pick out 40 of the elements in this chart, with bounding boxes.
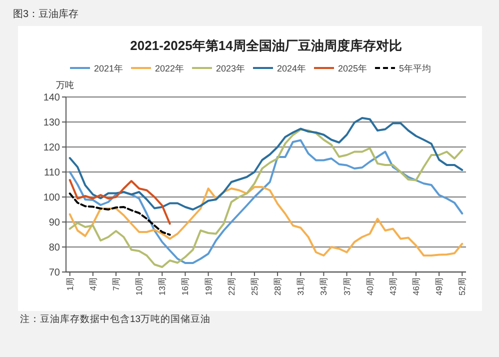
x-tick-label: 7周	[111, 277, 121, 291]
x-tick-label: 25周	[249, 277, 260, 296]
y-tick-label: 110	[44, 168, 60, 178]
x-tick-label: 37周	[342, 277, 352, 296]
x-tick-label: 49周	[434, 277, 444, 296]
x-tick-label: 31周	[296, 277, 306, 296]
y-tick-label: 120	[43, 142, 60, 154]
x-tick-label: 34周	[318, 277, 329, 296]
legend-label: 2022年	[155, 64, 184, 74]
x-tick-label: 19周	[203, 277, 214, 296]
y-tick-label: 140	[43, 92, 60, 104]
legend-label: 2023年	[216, 64, 246, 74]
line-series	[68, 186, 464, 256]
y-tick-label: 90	[48, 218, 60, 228]
x-tick-label: 43周	[388, 277, 398, 296]
x-tick-label: 40周	[364, 277, 375, 296]
legend-label: 2024年	[277, 64, 306, 74]
y-tick-label: 70	[48, 268, 60, 278]
y-tick-label: 80	[48, 242, 60, 254]
y-axis-title: 万吨	[56, 80, 74, 90]
x-tick-label: 28周	[272, 277, 283, 296]
y-tick-label: 100	[43, 192, 60, 204]
legend-label: 2025年	[338, 64, 368, 74]
legend-label: 2021年	[94, 64, 124, 74]
legend-label: 5年平均	[399, 64, 432, 74]
y-tick-label: 130	[43, 118, 60, 128]
x-tick-label: 4周	[88, 277, 98, 291]
x-tick-label: 52周	[457, 277, 468, 296]
line-series	[68, 192, 171, 236]
x-tick-label: 16周	[180, 277, 190, 296]
x-tick-label: 1周	[64, 277, 75, 291]
x-tick-label: 10周	[134, 277, 144, 296]
line-series	[68, 117, 464, 210]
x-tick-label: 13周	[157, 277, 168, 296]
caption: 图3：豆油库存	[13, 8, 79, 20]
x-tick-label: 22周	[226, 277, 236, 296]
x-tick-label: 46周	[411, 277, 421, 296]
text: 注：豆油库存数据中包含13万吨的国储豆油	[20, 313, 211, 325]
chart-title: 2021-2025年第14周全国油厂豆油周度库存对比	[130, 38, 402, 53]
line-series	[68, 179, 171, 225]
